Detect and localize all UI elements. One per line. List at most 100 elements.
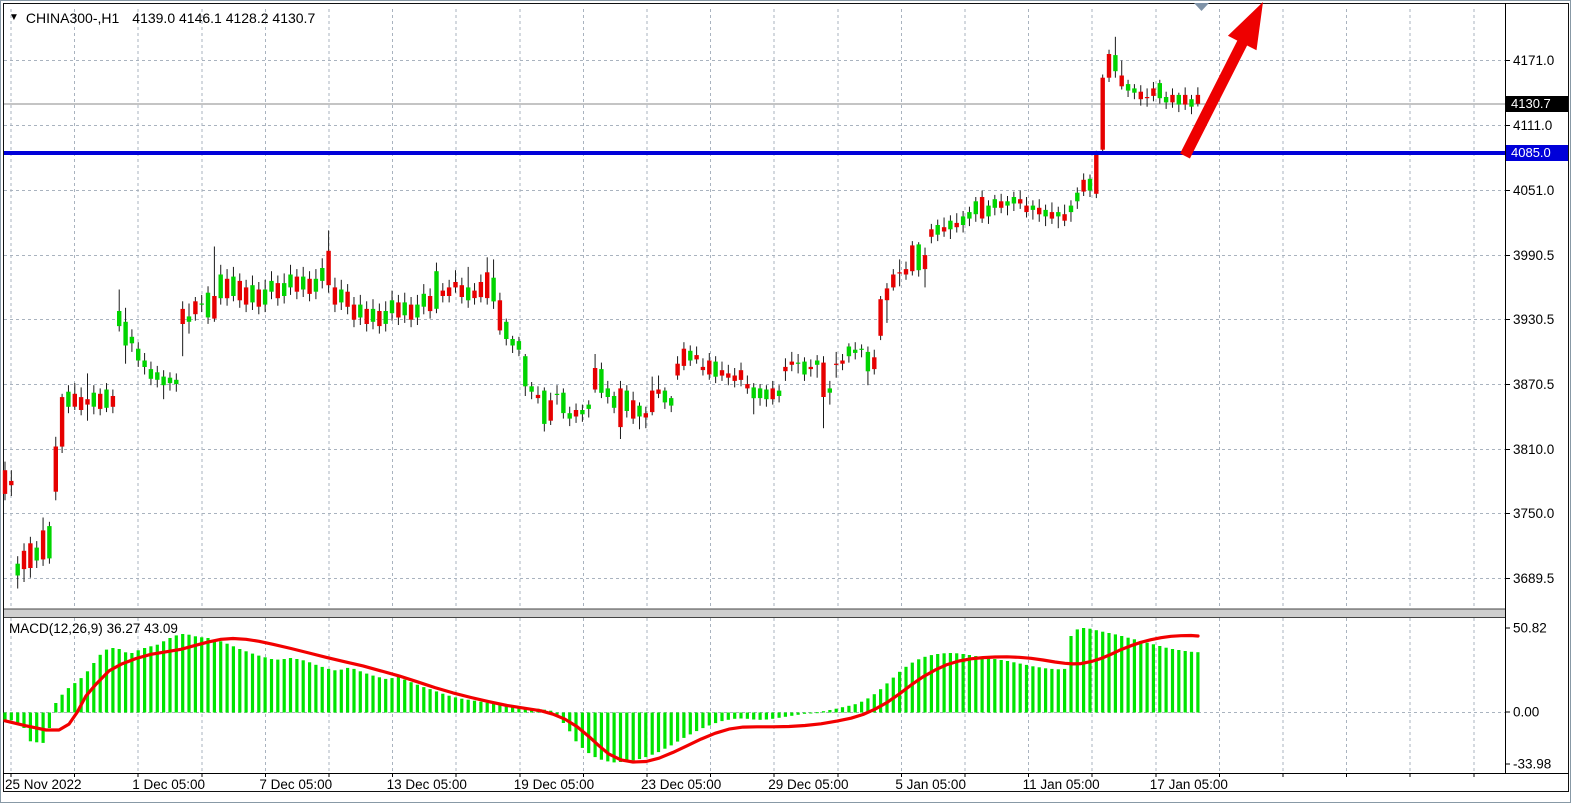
macd-histogram-bar xyxy=(517,706,521,713)
candle-bull xyxy=(205,292,211,318)
candle-bear xyxy=(884,288,890,301)
candle-bull xyxy=(389,300,395,314)
macd-histogram-bar xyxy=(733,712,737,719)
macd-histogram-bar xyxy=(726,712,730,720)
macd-histogram-bar xyxy=(390,678,394,713)
candle-bear xyxy=(979,197,985,219)
candle-bear xyxy=(1138,91,1143,100)
macd-histogram-bar xyxy=(162,641,166,713)
macd-histogram-bar xyxy=(1063,668,1067,713)
price-axis-label: 3870.5 xyxy=(1513,377,1554,392)
macd-histogram-bar xyxy=(111,648,115,713)
macd-signal-line xyxy=(3,633,1200,764)
macd-histogram-bar xyxy=(986,658,991,713)
level-price-badge: 4085.0 xyxy=(1506,145,1568,161)
candle-bull xyxy=(1176,94,1181,105)
support-level-line[interactable] xyxy=(4,151,1505,155)
candle-bull xyxy=(510,339,515,346)
candle-bull xyxy=(320,268,325,281)
time-axis-label: 23 Dec 05:00 xyxy=(641,777,721,792)
macd-histogram-bar xyxy=(955,653,959,713)
candle-bear xyxy=(726,373,731,378)
scroll-to-end-icon[interactable] xyxy=(1194,3,1209,11)
macd-histogram-bar xyxy=(739,712,743,719)
candle-bear xyxy=(681,348,687,366)
macd-histogram-bar xyxy=(1158,646,1162,713)
macd-histogram-bar xyxy=(821,711,826,713)
candle-bear xyxy=(1018,199,1023,204)
panel-separator[interactable] xyxy=(4,609,1505,617)
candle-bull xyxy=(1075,192,1080,202)
macd-histogram-bar xyxy=(847,705,851,713)
candle-bull xyxy=(269,280,274,292)
macd-histogram-bar xyxy=(54,703,58,713)
macd-histogram-bar xyxy=(73,683,77,713)
macd-histogram-bar xyxy=(593,712,597,758)
macd-histogram-bar xyxy=(143,648,147,713)
macd-histogram-bar xyxy=(60,694,64,713)
candle-bull xyxy=(827,388,832,393)
macd-histogram-bar xyxy=(644,712,648,758)
macd-histogram-bar xyxy=(79,678,83,713)
macd-histogram-bar xyxy=(1082,628,1086,713)
candle-bear xyxy=(821,362,826,397)
macd-params: MACD(12,26,9) xyxy=(9,621,103,636)
macd-histogram-bar xyxy=(701,712,705,729)
candle-bear xyxy=(1151,88,1156,96)
candle-bear xyxy=(808,366,813,370)
candle-bull xyxy=(91,392,96,407)
macd-histogram-bar xyxy=(504,705,508,713)
candle-bear xyxy=(1195,94,1201,104)
candle-bear xyxy=(922,255,928,270)
macd-histogram-bar xyxy=(1107,633,1111,713)
macd-histogram-bar xyxy=(783,712,787,717)
macd-histogram-bar xyxy=(130,653,134,713)
candle-bull xyxy=(34,547,39,561)
price-axis-label: 3990.5 xyxy=(1513,248,1554,263)
window-bottom-strip xyxy=(1,793,1570,802)
macd-histogram-bar xyxy=(1151,644,1155,713)
candle-bear xyxy=(1062,214,1067,221)
symbol-dropdown-icon[interactable]: ▼ xyxy=(9,12,19,23)
macd-histogram-bar xyxy=(980,657,984,713)
candle-bull xyxy=(624,390,629,411)
candle-bull xyxy=(751,387,756,399)
candle-bull xyxy=(402,302,407,316)
candle-bear xyxy=(307,278,312,294)
macd-histogram-bar xyxy=(1094,630,1098,713)
candle-bear xyxy=(180,308,185,324)
macd-histogram-bar xyxy=(339,669,343,713)
candle-bear xyxy=(9,480,14,486)
candle-bull xyxy=(262,289,268,305)
candle-bear xyxy=(1170,94,1175,103)
macd-histogram-bar xyxy=(314,664,318,713)
macd-histogram-bar xyxy=(1120,636,1124,713)
macd-histogram-bar xyxy=(155,644,159,713)
candle-bear xyxy=(72,393,77,407)
candle-bull xyxy=(992,199,997,208)
macd-histogram-bar xyxy=(599,712,603,760)
candle-bull xyxy=(1087,178,1093,191)
macd-histogram-bar xyxy=(1139,641,1143,713)
macd-histogram-bar xyxy=(238,649,242,713)
candle-bull xyxy=(1132,88,1137,93)
macd-histogram-bar xyxy=(1177,650,1181,713)
current-price-badge: 4130.7 xyxy=(1506,96,1568,112)
time-axis-label: 1 Dec 05:00 xyxy=(132,777,205,792)
candle-bear xyxy=(85,399,90,405)
time-axis-label: 29 Dec 05:00 xyxy=(768,777,848,792)
candle-bull xyxy=(935,225,940,235)
macd-axis-label: 50.82 xyxy=(1513,621,1547,636)
macd-histogram-bar xyxy=(1056,669,1060,713)
candle-bull xyxy=(288,274,293,288)
macd-histogram-bar xyxy=(866,698,870,713)
macd-histogram-bar xyxy=(1126,637,1130,713)
macd-histogram-bar xyxy=(885,683,889,713)
candle-bear xyxy=(1049,212,1055,219)
macd-histogram-bar xyxy=(1069,636,1073,713)
macd-histogram-bar xyxy=(276,659,280,713)
macd-histogram-bar xyxy=(181,634,185,713)
macd-histogram-bar xyxy=(809,712,813,714)
candle-bear xyxy=(1037,207,1042,215)
